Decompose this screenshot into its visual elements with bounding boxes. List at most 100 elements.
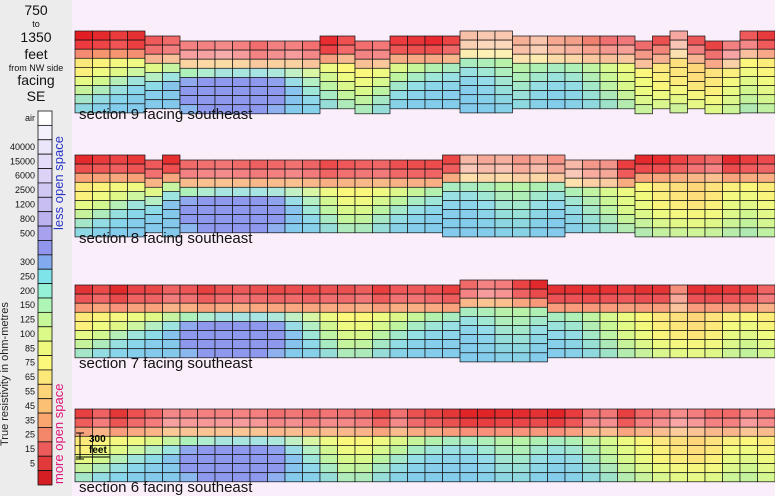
heatmap-cell	[757, 94, 775, 105]
heatmap-cell	[249, 205, 268, 215]
heatmap-cell	[389, 99, 408, 110]
heatmap-cell	[547, 454, 566, 464]
heatmap-cell	[634, 67, 653, 78]
heatmap-cell	[372, 58, 391, 69]
heatmap-cell	[249, 177, 268, 188]
heatmap-cell	[722, 445, 741, 455]
heatmap-cell	[634, 86, 653, 96]
heatmap-cell	[354, 321, 373, 331]
heatmap-cell	[687, 472, 706, 483]
heatmap-cell	[494, 94, 513, 105]
heatmap-cell	[704, 172, 723, 183]
heatmap-cell	[529, 426, 548, 437]
heatmap-cell	[704, 435, 723, 446]
heatmap-cell	[127, 57, 146, 68]
heatmap-cell	[599, 302, 618, 313]
heatmap-cell	[249, 417, 268, 428]
heatmap-cell	[92, 311, 111, 322]
heatmap-cell	[547, 426, 566, 437]
heatmap-cell	[757, 103, 775, 114]
heatmap-cell	[354, 58, 373, 69]
heatmap-cell	[669, 330, 688, 340]
heatmap-cell	[687, 330, 706, 340]
heatmap-cell	[249, 445, 268, 455]
heatmap-cell	[704, 445, 723, 455]
heatmap-cell	[372, 435, 391, 446]
heatmap-cell	[284, 445, 303, 455]
heatmap-cell	[669, 311, 688, 322]
heatmap-cell	[582, 159, 601, 170]
heatmap-cell	[617, 426, 636, 437]
heatmap-cell	[442, 417, 461, 428]
heatmap-cell	[529, 445, 548, 455]
heatmap-cell	[634, 40, 653, 51]
heatmap-cell	[337, 339, 356, 350]
heatmap-cell	[302, 95, 321, 106]
heatmap-cell	[214, 67, 233, 78]
heatmap-cell	[319, 302, 338, 313]
heatmap-cell	[617, 72, 636, 82]
heatmap-cell	[319, 284, 338, 295]
heatmap-cell	[687, 435, 706, 446]
heatmap-cell	[757, 30, 775, 41]
heatmap-cell	[739, 284, 758, 295]
heatmap-cell	[354, 40, 373, 51]
heatmap-cell	[319, 168, 338, 179]
heatmap-cell	[372, 293, 391, 304]
heatmap-cell	[389, 454, 408, 464]
heatmap-cell	[232, 293, 251, 304]
heatmap-cell	[144, 62, 163, 73]
heatmap-cell	[424, 426, 443, 437]
heatmap-cell	[599, 330, 618, 340]
heatmap-cell	[547, 72, 566, 82]
heatmap-cell	[267, 348, 286, 359]
legend-swatch	[37, 297, 53, 313]
heatmap-cell	[74, 408, 93, 419]
heatmap-cell	[512, 172, 531, 183]
heatmap-cell	[739, 67, 758, 77]
heatmap-cell	[267, 311, 286, 322]
legend-swatch	[37, 240, 53, 256]
heatmap-cell	[529, 279, 548, 290]
heatmap-cell	[424, 196, 443, 206]
heatmap-cell	[599, 284, 618, 295]
heatmap-cell	[617, 408, 636, 419]
heatmap-cell	[512, 200, 531, 210]
heatmap-cell	[652, 330, 671, 340]
heatmap-cell	[459, 85, 478, 96]
heatmap-cell	[617, 472, 636, 483]
heatmap-cell	[442, 454, 461, 464]
heatmap-cell	[704, 209, 723, 220]
heatmap-cell	[477, 181, 496, 192]
heatmap-cell	[634, 339, 653, 350]
heatmap-cell	[669, 454, 688, 464]
heatmap-cell	[529, 334, 548, 345]
heatmap-cell	[652, 435, 671, 446]
heatmap-cell	[477, 463, 496, 474]
heatmap-cell	[704, 154, 723, 165]
heatmap-cell	[669, 445, 688, 455]
heatmap-cell	[459, 57, 478, 68]
heatmap-cell	[634, 311, 653, 322]
heatmap-cell	[564, 445, 583, 455]
heatmap-cell	[337, 62, 356, 73]
heatmap-cell	[652, 426, 671, 437]
heatmap-cell	[529, 154, 548, 165]
heatmap-cell	[669, 227, 688, 238]
heatmap-cell	[704, 163, 723, 174]
heatmap-cell	[337, 53, 356, 64]
heatmap-cell	[179, 284, 198, 295]
heatmap-cell	[109, 209, 128, 220]
heatmap-cell	[354, 284, 373, 295]
heatmap-cell	[372, 77, 391, 87]
heatmap-cell	[74, 181, 93, 192]
heatmap-cell	[179, 330, 198, 340]
heatmap-cell	[529, 316, 548, 326]
heatmap-cell	[302, 186, 321, 197]
heatmap-cell	[144, 330, 163, 340]
heatmap-cell	[599, 177, 618, 188]
heatmap-cell	[407, 463, 426, 474]
heatmap-cell	[582, 177, 601, 188]
heatmap-cell	[337, 348, 356, 359]
heatmap-cell	[564, 168, 583, 179]
